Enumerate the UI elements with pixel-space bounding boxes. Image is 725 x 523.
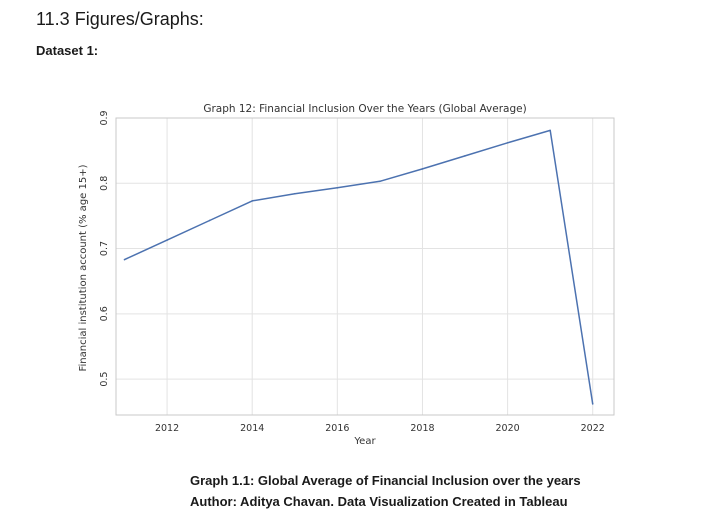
data-point	[336, 187, 339, 189]
figure-author-credit: Author: Aditya Chavan. Data Visualizatio…	[190, 494, 568, 509]
data-point	[251, 200, 254, 202]
grid-lines	[116, 117, 614, 415]
figure-caption: Graph 1.1: Global Average of Financial I…	[190, 473, 581, 488]
chart-title: Graph 12: Financial Inclusion Over the Y…	[203, 103, 526, 115]
data-point	[379, 180, 381, 183]
x-tick-label: 2012	[155, 423, 179, 434]
y-axis-label: Financial institution account (% age 15+…	[78, 164, 89, 371]
data-point	[166, 239, 168, 241]
x-tick-label: 2018	[410, 423, 434, 434]
y-tick-labels: 0.5 0.6 0.7 0.8 0.9	[99, 110, 110, 386]
y-tick-label: 0.8	[99, 176, 110, 191]
section-heading: 11.3 Figures/Graphs:	[36, 9, 204, 29]
data-point	[293, 192, 296, 195]
y-tick-label: 0.7	[99, 241, 110, 256]
x-tick-label: 2022	[581, 423, 605, 434]
series-line	[124, 129, 594, 405]
data-point	[549, 129, 551, 132]
x-tick-label: 2016	[325, 423, 349, 434]
data-point	[208, 219, 211, 222]
data-point	[591, 403, 594, 405]
data-points	[123, 129, 594, 405]
data-point	[123, 258, 126, 261]
x-tick-labels: 2012 2014 2016 2018 2020 2022	[155, 423, 605, 434]
y-tick-label: 0.6	[99, 306, 110, 321]
x-axis-label: Year	[353, 436, 376, 447]
x-tick-label: 2014	[240, 423, 264, 434]
y-tick-label: 0.5	[99, 372, 110, 387]
data-point	[506, 142, 509, 144]
plot-frame	[115, 117, 615, 416]
data-point	[421, 168, 424, 170]
dataset-heading: Dataset 1:	[36, 43, 99, 58]
data-point	[464, 155, 466, 157]
x-tick-label: 2020	[495, 423, 519, 434]
y-tick-label: 0.9	[99, 110, 110, 125]
